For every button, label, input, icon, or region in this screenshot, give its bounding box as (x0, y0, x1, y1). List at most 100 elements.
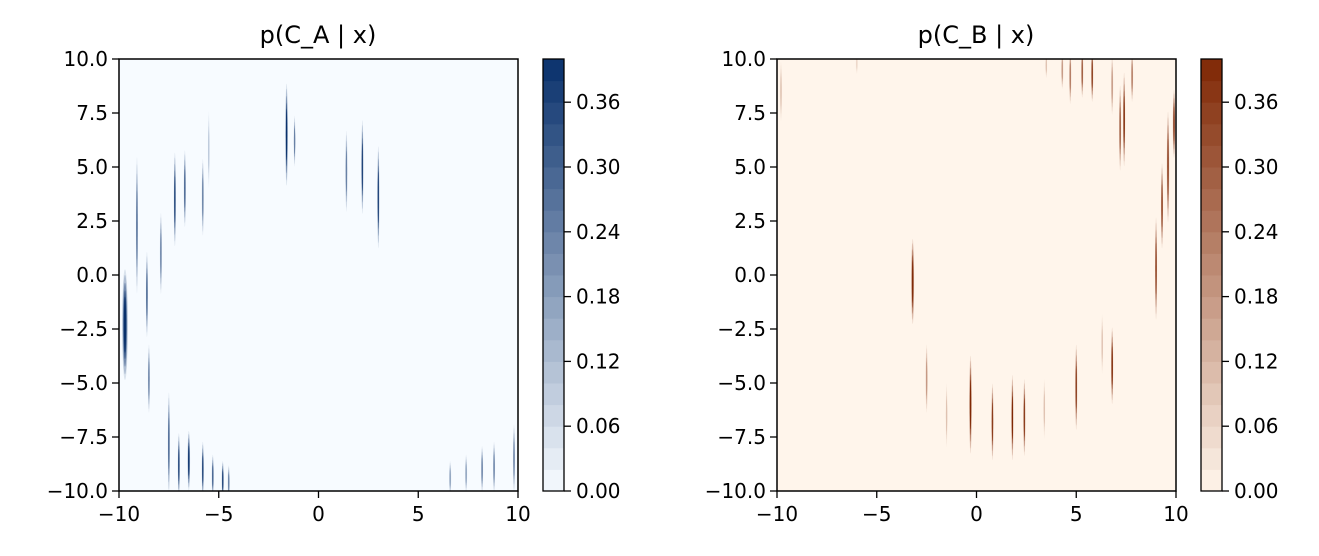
colorbar-tick-label-cb-1: 0.06 (1234, 414, 1279, 438)
x-tick-label-ca-2: 0 (312, 502, 325, 526)
y-tick-label-cb-5: 2.5 (734, 209, 766, 233)
y-tick-label-ca-4: 0.0 (76, 263, 108, 287)
y-tick-label-cb-8: 10.0 (721, 47, 766, 71)
x-tick-label-cb-3: 5 (1070, 502, 1083, 526)
spike-ca-23 (481, 446, 484, 491)
y-axis-cb: −10.0 −7.5 −5.0 −2.5 0.0 2.5 5.0 7.5 10.0 (705, 47, 777, 503)
y-tick-label-ca-1: −7.5 (59, 425, 108, 449)
x-tick-label-ca-0: −10 (98, 502, 140, 526)
colorbar-band-ca-19 (543, 59, 564, 82)
y-tick-label-cb-0: −10.0 (705, 479, 766, 503)
spike-cb-24 (1166, 111, 1170, 223)
spike-cb-12 (1069, 59, 1072, 104)
plot-frame-ca (118, 58, 519, 492)
colorbar-band-ca-14 (543, 167, 564, 190)
spike-ca-2 (145, 251, 148, 337)
spike-cb-8 (1023, 379, 1026, 456)
plot-area-cb (777, 59, 1176, 491)
colorbar-band-cb-5 (1201, 361, 1222, 384)
colorbar-band-ca-4 (543, 383, 564, 406)
colorbar-band-ca-12 (543, 210, 564, 233)
y-tick-label-ca-7: 7.5 (76, 101, 108, 125)
spike-cb-6 (991, 383, 994, 461)
spike-cb-22 (1154, 217, 1158, 320)
colorbar-band-cb-0 (1201, 469, 1222, 492)
colorbar-band-cb-17 (1201, 102, 1222, 125)
spike-ca-1 (135, 157, 139, 294)
y-tick-label-ca-8: 10.0 (63, 47, 108, 71)
spike-cb-14 (1081, 59, 1084, 98)
spike-cb-19 (1119, 85, 1122, 171)
colorbar-band-ca-5 (543, 361, 564, 384)
colorbar-band-cb-16 (1201, 123, 1222, 146)
colorbar-tick-label-ca-5: 0.30 (576, 155, 621, 179)
spike-cb-2 (911, 238, 915, 324)
colorbar-band-cb-7 (1201, 318, 1222, 341)
spike-cb-4 (945, 383, 948, 448)
colorbar-band-cb-15 (1201, 145, 1222, 168)
spike-ca-13 (211, 454, 214, 491)
colorbar-band-ca-18 (543, 80, 564, 103)
colorbar-tick-label-ca-3: 0.18 (576, 285, 621, 309)
colorbar-band-ca-16 (543, 123, 564, 146)
y-tick-label-ca-3: −2.5 (59, 317, 108, 341)
colorbar-band-ca-8 (543, 296, 564, 319)
x-tick-label-cb-0: −10 (756, 502, 798, 526)
spike-cb-23 (1160, 163, 1164, 249)
spike-cb-25 (1172, 89, 1176, 158)
spike-cb-16 (1101, 314, 1104, 374)
spike-cb-15 (1091, 59, 1094, 102)
colorbar-tick-label-cb-5: 0.30 (1234, 155, 1279, 179)
spike-cb-18 (1111, 59, 1114, 115)
spike-ca-16 (285, 83, 288, 186)
colorbar-frame-ca (542, 58, 565, 492)
colorbar-ca: 0.00 0.06 0.12 0.18 0.24 0.30 0.36 (542, 58, 621, 503)
spike-ca-25 (512, 424, 516, 491)
heatmap-ca (122, 83, 516, 491)
x-tick-label-cb-1: −5 (862, 502, 891, 526)
spike-cb-11 (1061, 59, 1064, 89)
y-tick-label-ca-5: 2.5 (76, 209, 108, 233)
y-tick-label-ca-6: 5.0 (76, 155, 108, 179)
spike-ca-11 (201, 158, 204, 236)
spike-ca-4 (159, 213, 162, 294)
spike-cb-13 (1075, 344, 1078, 430)
spike-cb-1 (855, 59, 858, 74)
colorbar-frame-cb (1200, 58, 1223, 492)
colorbar-band-cb-19 (1201, 59, 1222, 82)
spike-ca-24 (493, 441, 496, 491)
colorbar-band-cb-3 (1201, 404, 1222, 427)
spike-cb-9 (1043, 379, 1046, 439)
chart-title-ca: p(C_A | x) (260, 21, 377, 49)
spike-ca-12 (207, 111, 210, 188)
spike-ca-6 (173, 152, 176, 247)
spike-ca-10 (201, 441, 204, 491)
spike-ca-0 (122, 269, 128, 380)
colorbar-band-ca-17 (543, 102, 564, 125)
colorbar-band-cb-9 (1201, 275, 1222, 298)
y-tick-label-ca-0: −10.0 (47, 479, 108, 503)
colorbar-tick-label-cb-3: 0.18 (1234, 285, 1279, 309)
colorbar-band-cb-11 (1201, 231, 1222, 254)
colorbar-band-cb-8 (1201, 296, 1222, 319)
y-tick-label-cb-2: −5.0 (717, 371, 766, 395)
spike-ca-21 (449, 461, 452, 491)
spike-cb-10 (1045, 59, 1048, 79)
colorbar-band-cb-14 (1201, 167, 1222, 190)
colorbar-band-ca-2 (543, 426, 564, 449)
x-tick-label-cb-2: 0 (970, 502, 983, 526)
colorbar-band-cb-4 (1201, 383, 1222, 406)
colorbar-band-cb-13 (1201, 188, 1222, 211)
y-tick-label-cb-1: −7.5 (717, 425, 766, 449)
colorbar-band-ca-10 (543, 253, 564, 276)
spike-ca-20 (377, 146, 380, 249)
spike-cb-0 (779, 61, 783, 122)
colorbar-tick-label-cb-6: 0.36 (1234, 90, 1279, 114)
colorbar-band-ca-0 (543, 469, 564, 492)
y-tick-label-cb-4: 0.0 (734, 263, 766, 287)
spike-ca-22 (465, 454, 468, 491)
chart-panel-cb: p(C_B | x) −10.0 −7.5 −5.0 −2.5 0.0 2.5 5.0 7.5… (705, 21, 1279, 526)
colorbar-band-cb-1 (1201, 447, 1222, 470)
plot-area-ca (119, 59, 518, 491)
